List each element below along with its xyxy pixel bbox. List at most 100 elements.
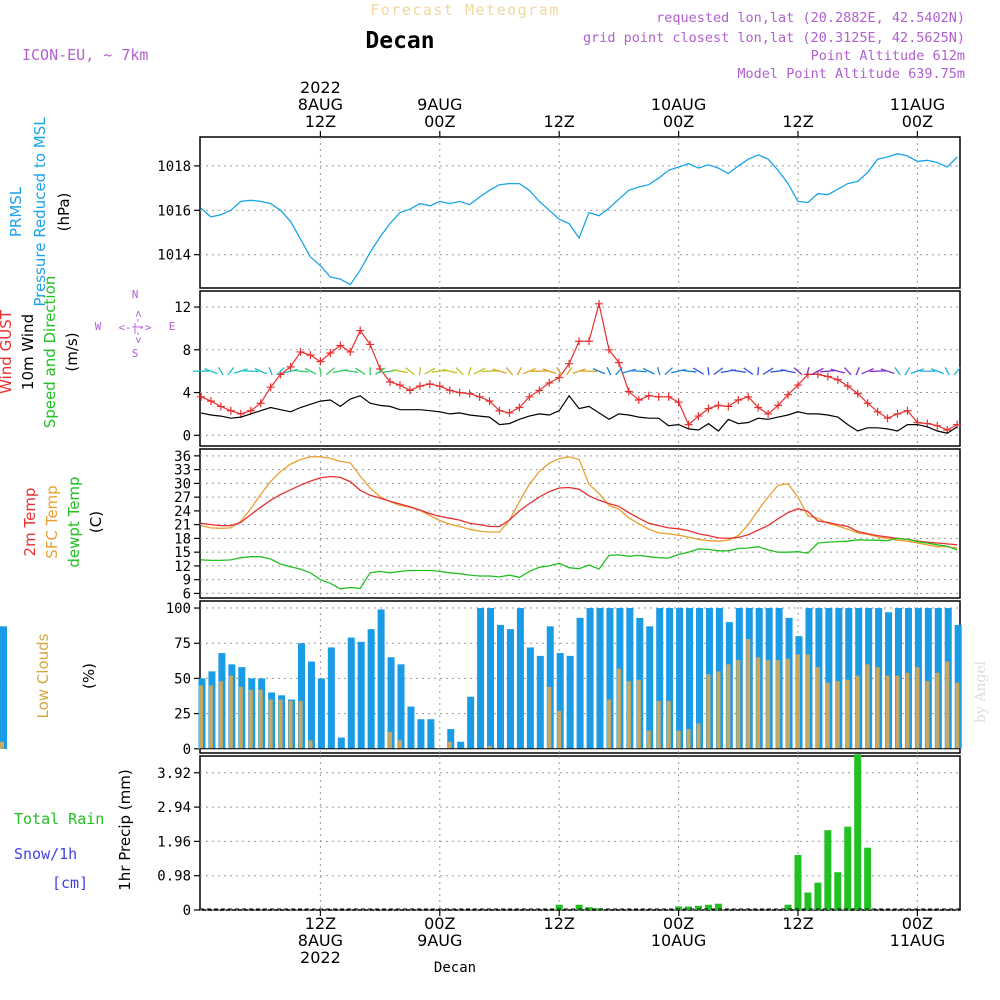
wind-direction-arrow [516,367,522,376]
gust-marker [784,390,793,399]
pressure-frame [199,136,961,289]
wind-direction-arrow [780,368,796,374]
precip-legend-item: Total Rain [14,810,104,828]
low-cloud-bar [786,658,791,749]
wind-direction-arrow [880,368,895,374]
total-cloud-bar [307,661,315,749]
low-cloud-bar [646,730,651,749]
temp-ytick-label: 6 [183,586,191,602]
clouds-axis-label: Total Clouds Low Clouds (%) [0,631,98,723]
gust-marker [535,386,544,395]
rain-bar [695,905,702,910]
gust-marker [624,387,633,396]
time-label: 12Z [305,112,336,131]
wind-direction-arrow [467,367,472,376]
temp-ytick-label: 27 [174,490,191,506]
gust-marker [883,414,892,423]
gust-marker [694,412,703,421]
gust-marker [595,299,603,308]
gust-marker [893,409,902,418]
wind-direction-arrow [630,369,647,373]
rain-bar [704,904,712,910]
time-label: 12Z [305,914,336,933]
time-label: 00Z [424,112,455,131]
compass-rose: N <-|-> S W <-|-> E [95,288,176,360]
gust-marker [674,398,683,407]
wind-direction-arrow [592,368,606,375]
wind-direction-arrow [233,368,248,374]
total-cloud-bar [497,624,504,749]
wind-direction-arrow [743,367,754,375]
total-cloud-bar [387,657,395,749]
wind-direction-arrow [227,367,235,376]
low-cloud-bar [845,679,850,749]
total-cloud-bar [556,653,564,749]
precip-ytick-label: 1.96 [157,834,191,850]
axis-label-line: Wind GUST [0,309,15,394]
total-cloud-bar [924,608,932,749]
low-cloud-bar [716,671,721,749]
low-cloud-bar [278,699,283,749]
time-label: 9AUG [417,95,462,114]
total-cloud-bar [447,729,455,749]
gust-marker [873,407,882,416]
gust-marker [396,381,404,390]
total-cloud-bar [586,608,594,749]
rain-bar [784,904,792,910]
watermark: by Angel [973,660,989,723]
precip-legend-item: [cm] [52,874,88,892]
gust-marker [843,382,852,391]
low-cloud-bar [606,699,611,749]
wind-direction-arrow [762,367,774,375]
total-cloud-bar [566,655,574,749]
wind-direction-arrow [556,367,563,376]
wind-direction-arrow [505,367,514,376]
gust-marker [197,392,205,401]
low-cloud-bar [268,699,273,749]
total-cloud-bar [626,608,634,749]
wind-direction-arrow [473,367,486,375]
wind-direction-arrow [713,367,724,376]
low-cloud-bar [487,745,492,749]
axis-label-line: Total Clouds [0,631,6,723]
wind-direction-arrow [730,369,747,374]
gust-marker [286,362,295,371]
gust-marker [555,373,564,382]
wind-direction-arrow [869,370,886,373]
gust-marker [525,392,534,401]
gust-marker [734,396,743,405]
clouds-ytick-label: 0 [183,742,191,758]
time-label: 12Z [782,112,813,131]
gust-marker [714,401,723,410]
gust-marker [644,391,653,400]
low-cloud-bar [925,681,930,749]
gust-marker [575,337,584,346]
model-altitude: Model Point Altitude 639.75m [737,66,965,82]
time-label: 11AUG [890,931,945,950]
axis-label-line: Pressure Reduced to MSL [31,117,49,307]
low-cloud-bar [885,675,890,749]
wind-direction-arrow [894,367,901,376]
total-cloud-bar [377,609,385,749]
clouds-ytick-label: 100 [166,601,191,617]
low-cloud-bar [238,686,243,749]
sfc-temp-line [200,456,958,549]
model-label: ICON-EU, ~ 7km [22,46,148,64]
axis-label-line: (C) [87,511,105,533]
temperature-axis-label: 2m Temp SFC Temp dewpt Temp (C) [21,476,105,567]
time-label: 12Z [782,914,813,933]
rain-bar [555,904,563,910]
axis-label-line: (m/s) [63,332,81,371]
rain-bar [814,882,822,910]
wind-direction-arrow [268,367,273,376]
low-cloud-bar [815,667,820,749]
low-cloud-bar [776,660,781,749]
rain-bar [824,830,832,910]
forecast-title: Forecast Meteogram [370,1,560,19]
wind-direction-arrow [325,367,335,376]
clouds-panel: 0 25 50 75 100 [0,600,962,758]
low-cloud-bar [955,682,960,749]
temp-ytick-label: 33 [174,463,191,479]
time-label: 00Z [663,112,694,131]
